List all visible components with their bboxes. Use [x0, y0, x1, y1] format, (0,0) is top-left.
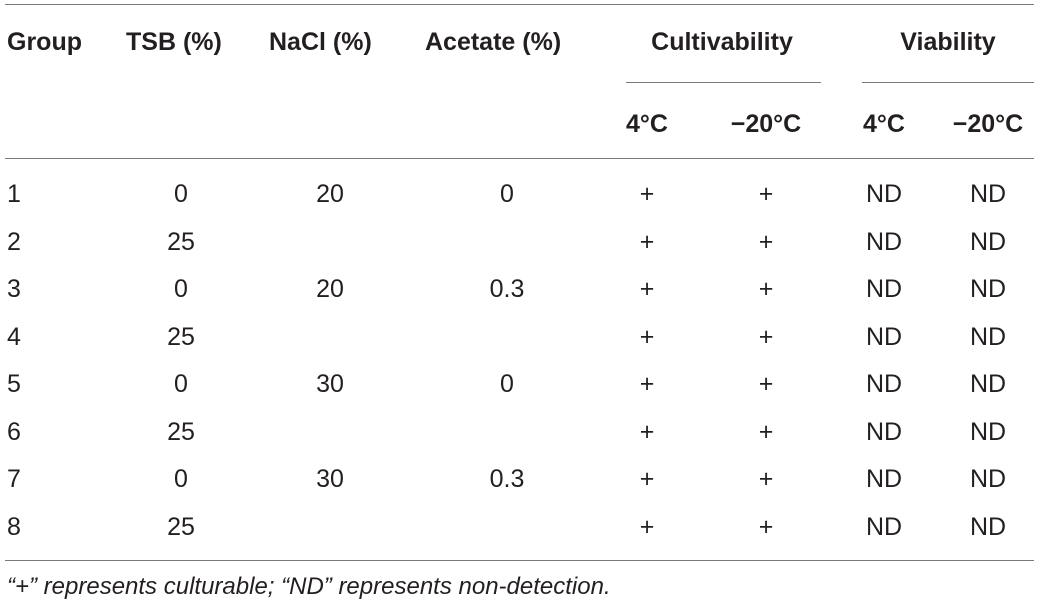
- cell-via-4c: ND: [865, 370, 903, 398]
- cell-acetate: 0.3: [489, 465, 525, 493]
- header-group: Group: [7, 28, 82, 56]
- cell-via-4c: ND: [865, 322, 903, 351]
- cell-cult-4c: +: [639, 417, 655, 446]
- header-nacl: NaCl (%): [269, 28, 372, 56]
- cultivability-underline: [626, 82, 821, 83]
- cell-tsb: 0: [174, 275, 188, 303]
- cell-tsb: 25: [167, 227, 195, 256]
- cell-cult-m20c: +: [758, 275, 774, 303]
- header-via-m20c: −20°C: [952, 110, 1024, 138]
- header-cult-m20c: −20°C: [730, 110, 802, 138]
- cell-cult-m20c: +: [758, 465, 774, 493]
- cell-via-m20c: ND: [969, 465, 1007, 493]
- cell-via-m20c: ND: [969, 180, 1007, 208]
- header-viability: Viability: [900, 28, 996, 56]
- cell-cult-4c: +: [639, 180, 655, 208]
- cell-tsb: 25: [167, 322, 195, 351]
- cell-tsb: 0: [174, 465, 188, 493]
- cell-cult-4c: +: [639, 512, 655, 541]
- table-bottom-rule: [5, 560, 1034, 561]
- header-tsb: TSB (%): [126, 28, 222, 56]
- cell-cult-4c: +: [639, 465, 655, 493]
- cell-via-4c: ND: [865, 465, 903, 493]
- header-cult-4c: 4°C: [626, 110, 668, 138]
- cell-cult-m20c: +: [758, 512, 774, 541]
- cell-via-m20c: ND: [969, 370, 1007, 398]
- cell-tsb: 0: [174, 370, 188, 398]
- cell-nacl: 30: [316, 370, 344, 398]
- cell-group: 2: [7, 227, 21, 256]
- cell-cult-m20c: +: [758, 180, 774, 208]
- cell-acetate: 0: [500, 370, 514, 398]
- cell-via-4c: ND: [865, 417, 903, 446]
- cell-via-m20c: ND: [969, 275, 1007, 303]
- cell-via-4c: ND: [865, 512, 903, 541]
- cell-group: 7: [7, 465, 21, 493]
- cell-acetate: 0: [500, 180, 514, 208]
- header-bottom-rule: [5, 158, 1034, 159]
- cell-cult-4c: +: [639, 275, 655, 303]
- header-cultivability: Cultivability: [651, 28, 793, 56]
- cell-tsb: 25: [167, 417, 195, 446]
- table-footnote: “+” represents culturable; “ND” represen…: [7, 573, 611, 600]
- cell-tsb: 25: [167, 512, 195, 541]
- cell-acetate: 0.3: [489, 275, 525, 303]
- cell-cult-4c: +: [639, 322, 655, 351]
- cell-nacl: 30: [316, 465, 344, 493]
- cell-via-4c: ND: [865, 227, 903, 256]
- cell-group: 8: [7, 512, 21, 541]
- cell-cult-m20c: +: [758, 227, 774, 256]
- cell-group: 6: [7, 417, 21, 446]
- cell-via-m20c: ND: [969, 417, 1007, 446]
- cell-group: 3: [7, 275, 21, 303]
- cell-group: 5: [7, 370, 21, 398]
- cell-cult-4c: +: [639, 227, 655, 256]
- cell-group: 4: [7, 322, 21, 351]
- header-via-4c: 4°C: [863, 110, 905, 138]
- cell-cult-m20c: +: [758, 322, 774, 351]
- cell-tsb: 0: [174, 180, 188, 208]
- cell-nacl: 20: [316, 180, 344, 208]
- cell-cult-m20c: +: [758, 370, 774, 398]
- table-top-rule: [5, 4, 1034, 5]
- cell-via-m20c: ND: [969, 512, 1007, 541]
- cell-via-4c: ND: [865, 180, 903, 208]
- cell-via-4c: ND: [865, 275, 903, 303]
- cell-group: 1: [7, 180, 21, 208]
- viability-underline: [862, 82, 1034, 83]
- cell-via-m20c: ND: [969, 227, 1007, 256]
- cell-nacl: 20: [316, 275, 344, 303]
- cell-via-m20c: ND: [969, 322, 1007, 351]
- cell-cult-4c: +: [639, 370, 655, 398]
- header-acetate: Acetate (%): [425, 28, 562, 56]
- cell-cult-m20c: +: [758, 417, 774, 446]
